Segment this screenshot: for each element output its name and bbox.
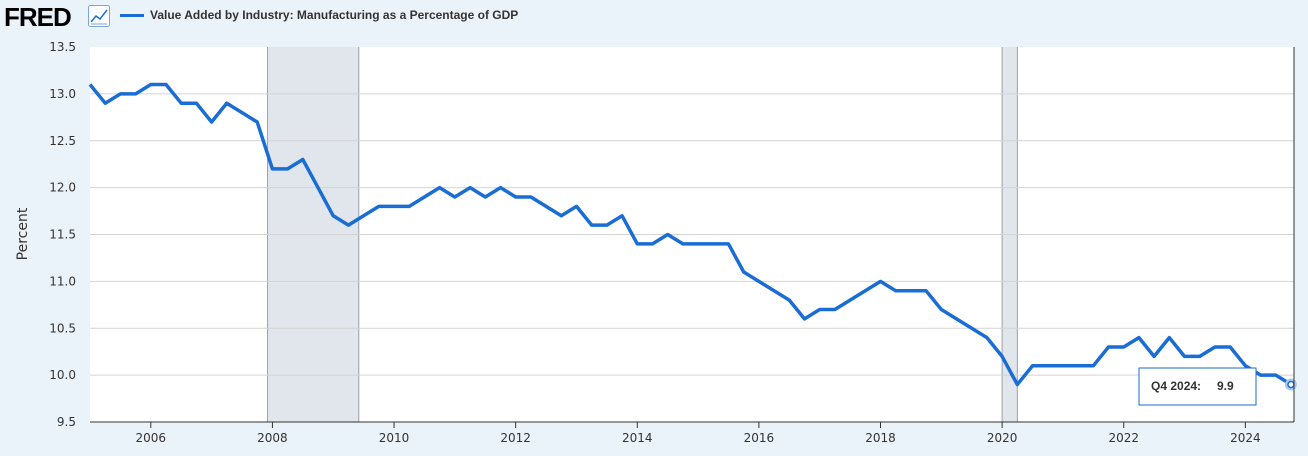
x-tick-label: 2010 [379,431,410,445]
fred-logo[interactable]: FRED [4,2,72,32]
tooltip-box [1138,367,1257,406]
grid-lines [90,93,1294,423]
x-tick-label: 2012 [500,431,531,445]
y-tick-label: 12.5 [49,134,76,148]
x-tick-label: 2024 [1230,431,1261,445]
legend[interactable]: Value Added by Industry: Manufacturing a… [120,8,518,22]
y-tick-label: 11.5 [49,228,76,242]
x-tick-label: 2014 [622,431,653,445]
trend-chart-icon[interactable] [88,5,110,27]
x-tick-label: 2022 [1108,431,1139,445]
y-tick-label: 10.5 [49,321,76,335]
series-line[interactable] [88,82,1292,387]
data-point-marker[interactable] [1287,380,1295,389]
y-tick-label: 11.0 [49,274,76,288]
y-tick-label: 10.0 [49,368,76,382]
legend-swatch [120,13,144,17]
x-tick-label: 2016 [744,431,775,445]
tooltip-value: 9.9 [1217,379,1234,393]
y-axis-ticks: 9.5 10.0 10.5 11.0 11.5 12.0 12.5 13.0 13.5 [49,40,76,429]
y-tick-label: 13.5 [49,40,76,54]
y-tick-label: 13.0 [49,87,76,101]
x-tick-label: 2020 [987,431,1018,445]
legend-label: Value Added by Industry: Manufacturing a… [150,8,519,22]
x-axis-ticks: 2006 2008 2010 2012 2014 2016 2018 2020 2022 2024 [136,422,1261,445]
x-tick-label: 2008 [257,431,288,445]
y-axis-title: Percent [15,207,31,260]
x-tick-label: 2006 [136,431,167,445]
y-tick-label: 12.0 [49,181,76,195]
tooltip-label: Q4 2024: [1151,379,1201,393]
tooltip: Q4 2024: 9.9 [1138,367,1257,406]
chart-header: FRED Value Added by Industry: Manufactur… [0,0,1308,34]
y-tick-label: 9.5 [57,415,76,429]
x-tick-label: 2018 [865,431,896,445]
